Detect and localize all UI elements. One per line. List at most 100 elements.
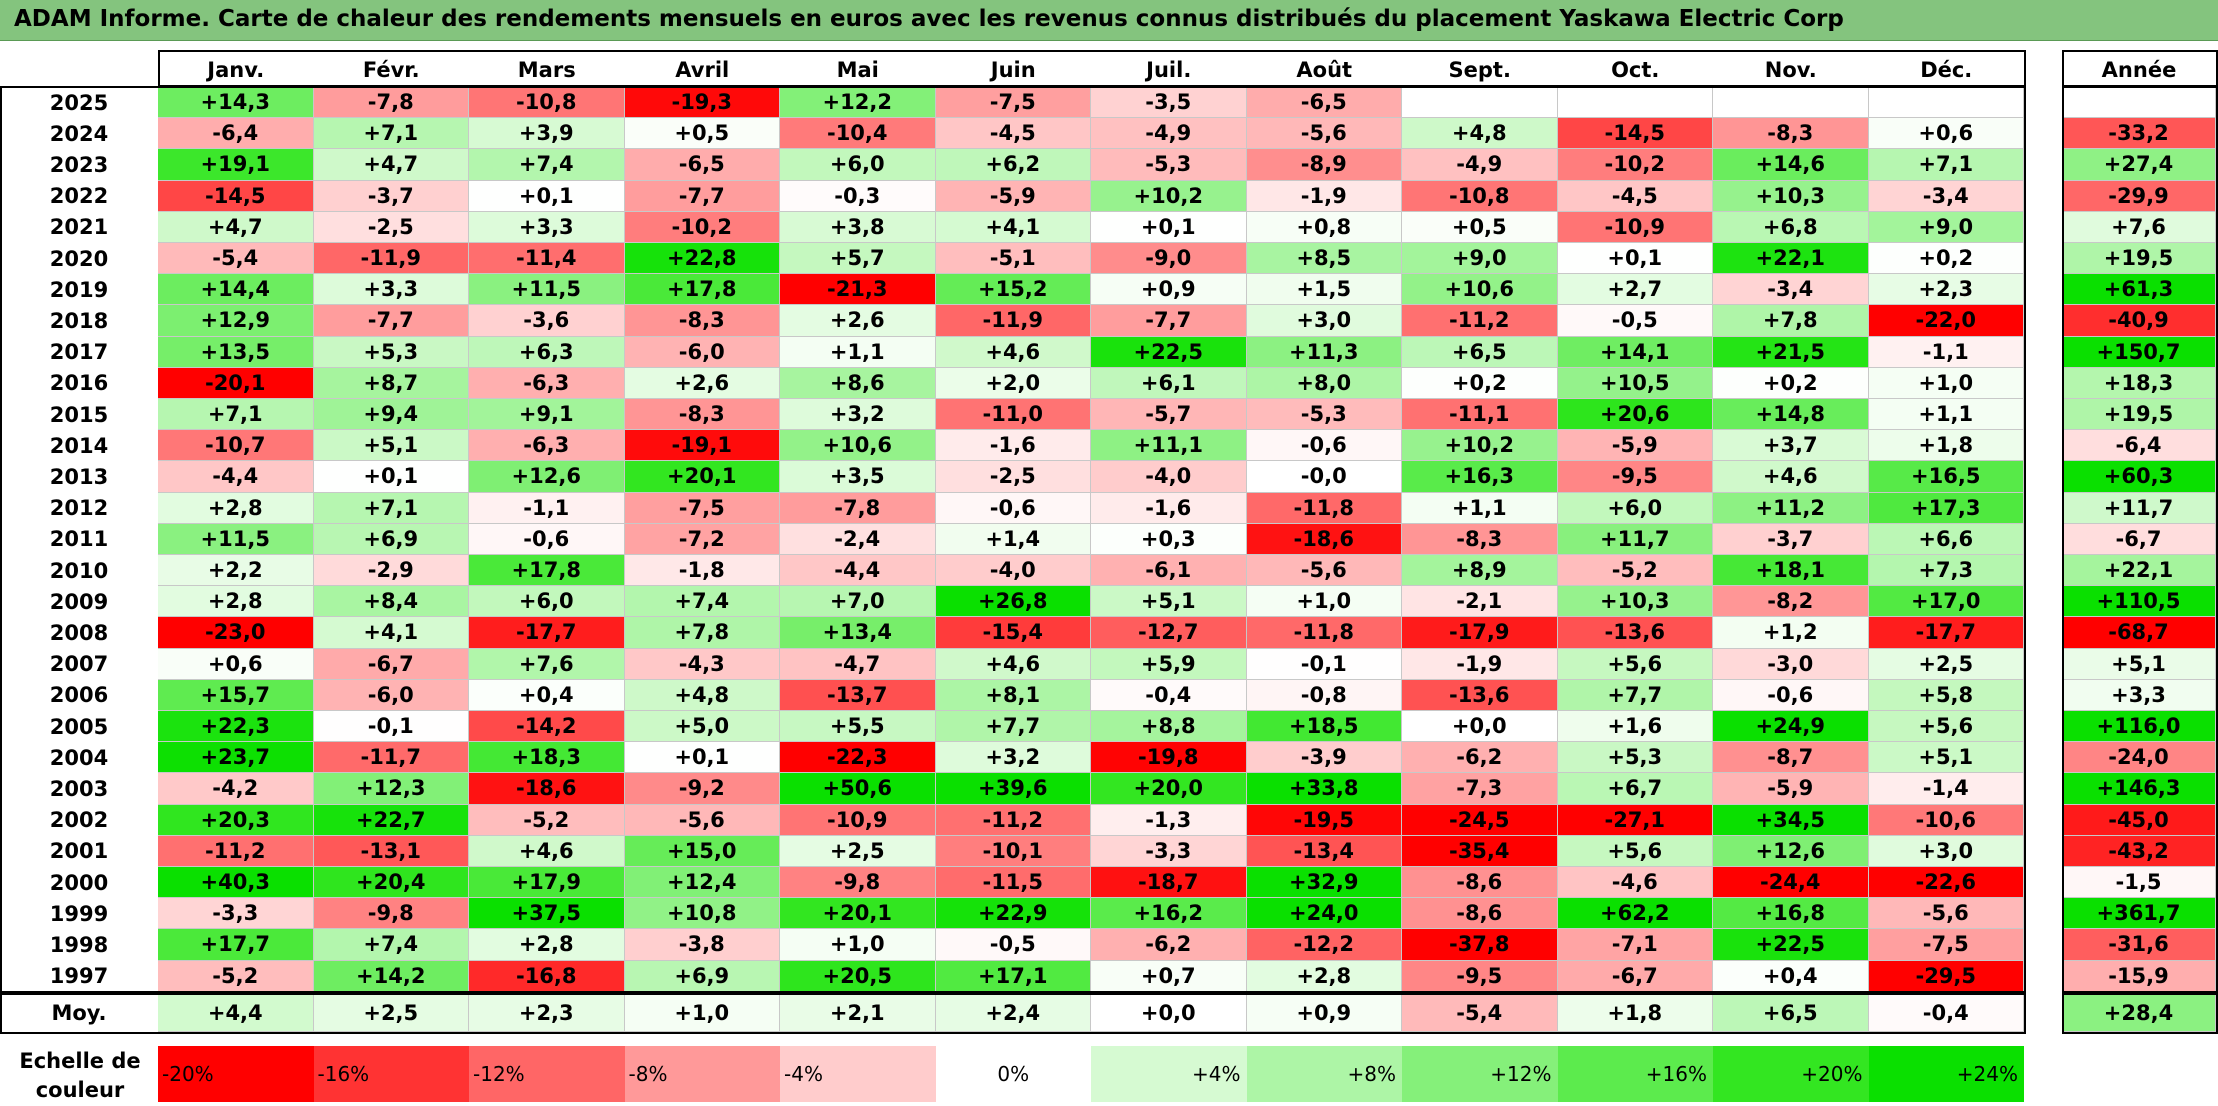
heatmap-cell: -17,9 xyxy=(1402,617,1558,649)
heatmap-cell: +1,8 xyxy=(1868,430,2024,462)
heatmap-cell: +3,3 xyxy=(313,274,469,306)
row-label: 2017 xyxy=(49,340,109,365)
heatmap-cell: +11,2 xyxy=(1713,492,1869,524)
heatmap-cell: -7,7 xyxy=(313,305,469,337)
heatmap-cell: -13,4 xyxy=(1246,835,1402,867)
row-label: 2009 xyxy=(49,589,109,614)
heatmap-cell: -4,5 xyxy=(935,118,1091,150)
heatmap-cell: +1,6 xyxy=(1557,711,1713,743)
heatmap-cell: -4,4 xyxy=(780,555,936,587)
legend-swatch: +4% xyxy=(1091,1046,1247,1102)
year-total-cell: +146,3 xyxy=(2062,773,2216,805)
heatmap-cell: +2,5 xyxy=(1868,648,2024,680)
year-total-cell: +19,5 xyxy=(2062,243,2216,275)
heatmap-cell: -9,5 xyxy=(1402,960,1558,992)
heatmap-cell: +0,5 xyxy=(624,118,780,150)
heatmap-cell: +24,9 xyxy=(1713,711,1869,743)
heatmap-cell: -3,3 xyxy=(158,898,314,930)
row-label: 2019 xyxy=(49,277,109,302)
row-label: 2025 xyxy=(49,90,109,115)
year-total-cell: -40,9 xyxy=(2062,305,2216,337)
row-label: 2005 xyxy=(49,714,109,739)
heatmap-cell: -4,9 xyxy=(1402,149,1558,181)
heatmap-cell: +10,2 xyxy=(1091,180,1247,212)
heatmap-cell: -10,4 xyxy=(780,118,936,150)
heatmap-cell: -14,5 xyxy=(158,180,314,212)
heatmap-cell: +5,6 xyxy=(1557,835,1713,867)
heatmap-cell: -23,0 xyxy=(158,617,314,649)
heatmap-cell: -6,3 xyxy=(469,367,625,399)
heatmap-cell: +8,1 xyxy=(935,679,1091,711)
heatmap-cell: -7,7 xyxy=(624,180,780,212)
heatmap-cell: +0,1 xyxy=(313,461,469,493)
year-total-cell: +18,3 xyxy=(2062,367,2216,399)
heatmap-cell: +3,7 xyxy=(1713,430,1869,462)
heatmap-cell: -4,0 xyxy=(1091,461,1247,493)
heatmap-cell: +7,8 xyxy=(624,617,780,649)
heatmap-cell: +5,8 xyxy=(1868,679,2024,711)
heatmap-cell: +14,4 xyxy=(158,274,314,306)
year-total-cell: -6,7 xyxy=(2062,523,2216,555)
heatmap-cell: +3,9 xyxy=(469,118,625,150)
row-label: 2015 xyxy=(49,402,109,427)
heatmap-cell: +12,2 xyxy=(780,87,936,119)
year-total-cell: -1,5 xyxy=(2062,867,2216,899)
heatmap-cell: -5,2 xyxy=(469,804,625,836)
year-total-cell: -6,4 xyxy=(2062,430,2216,462)
heatmap-cell: -6,5 xyxy=(624,149,780,181)
heatmap-cell: +1,2 xyxy=(1713,617,1869,649)
heatmap-cell: -10,9 xyxy=(1557,211,1713,243)
heatmap-cell: +7,4 xyxy=(313,929,469,961)
year-total-cell: -68,7 xyxy=(2062,617,2216,649)
heatmap-cell: +20,3 xyxy=(158,804,314,836)
heatmap-cell: +2,8 xyxy=(158,492,314,524)
heatmap-cell: +15,0 xyxy=(624,835,780,867)
heatmap-cell: +8,7 xyxy=(313,367,469,399)
heatmap-cell: +14,3 xyxy=(158,87,314,119)
heatmap-cell: -11,8 xyxy=(1246,492,1402,524)
year-total-cell: +7,6 xyxy=(2062,211,2216,243)
heatmap-cell: -10,8 xyxy=(1402,180,1558,212)
heatmap-cell: -5,9 xyxy=(1557,430,1713,462)
heatmap-cell: -19,1 xyxy=(624,430,780,462)
heatmap-cell: -7,1 xyxy=(1557,929,1713,961)
heatmap-cell: -10,1 xyxy=(935,835,1091,867)
heatmap-cell: +3,3 xyxy=(469,211,625,243)
row-label: 2012 xyxy=(49,496,109,521)
heatmap-cell: +8,4 xyxy=(313,586,469,618)
heatmap-cell: -18,6 xyxy=(1246,523,1402,555)
legend-swatch: -12% xyxy=(469,1046,625,1102)
heatmap-cell: -7,7 xyxy=(1091,305,1247,337)
row-label: 2011 xyxy=(49,527,109,552)
row-label: 2001 xyxy=(49,839,109,864)
heatmap-cell: +1,1 xyxy=(780,336,936,368)
year-total-cell: -24,0 xyxy=(2062,742,2216,774)
heatmap-cell: +0,1 xyxy=(624,742,780,774)
heatmap-cell: +17,7 xyxy=(158,929,314,961)
heatmap-cell: -13,6 xyxy=(1402,679,1558,711)
heatmap-cell: -14,2 xyxy=(469,711,625,743)
heatmap-cell: +2,3 xyxy=(1868,274,2024,306)
heatmap-cell: +22,7 xyxy=(313,804,469,836)
heatmap-cell: -4,4 xyxy=(158,461,314,493)
heatmap-cell: -11,7 xyxy=(313,742,469,774)
heatmap-cell: +7,3 xyxy=(1868,555,2024,587)
heatmap-cell: -2,5 xyxy=(313,211,469,243)
heatmap-cell: +7,1 xyxy=(158,399,314,431)
heatmap-cell: -4,6 xyxy=(1557,867,1713,899)
row-label: 2008 xyxy=(49,620,109,645)
row-label: 2018 xyxy=(49,308,109,333)
heatmap-cell: -5,9 xyxy=(935,180,1091,212)
legend-swatch: 0% xyxy=(935,1046,1091,1102)
heatmap-cell: -8,6 xyxy=(1402,898,1558,930)
year-total-cell xyxy=(2062,87,2216,119)
heatmap-cell: -6,0 xyxy=(624,336,780,368)
heatmap-cell: +20,5 xyxy=(780,960,936,992)
heatmap-cell: +7,4 xyxy=(469,149,625,181)
heatmap-cell: -22,3 xyxy=(780,742,936,774)
heatmap-cell: +39,6 xyxy=(935,773,1091,805)
heatmap-cell: +7,6 xyxy=(469,648,625,680)
heatmap-cell: -3,7 xyxy=(313,180,469,212)
year-total-cell: +150,7 xyxy=(2062,336,2216,368)
heatmap-cell: -0,1 xyxy=(1246,648,1402,680)
